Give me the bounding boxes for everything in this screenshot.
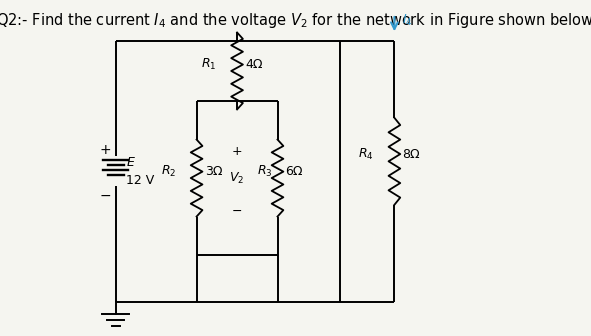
Text: Q2:- Find the current $I_4$ and the voltage $V_2$ for the network in Figure show: Q2:- Find the current $I_4$ and the volt…: [0, 11, 591, 30]
Text: 8Ω: 8Ω: [402, 148, 420, 161]
Text: $R_4$: $R_4$: [359, 147, 374, 162]
Text: $R_3$: $R_3$: [258, 164, 273, 179]
Text: $I_4$: $I_4$: [402, 13, 413, 28]
Text: −: −: [100, 188, 112, 202]
Text: 3Ω: 3Ω: [204, 165, 222, 178]
Text: −: −: [232, 205, 242, 218]
Text: +: +: [232, 145, 242, 158]
Text: $V_2$: $V_2$: [229, 170, 245, 185]
Text: $R_2$: $R_2$: [161, 164, 176, 179]
Text: +: +: [100, 142, 112, 157]
Text: 6Ω: 6Ω: [285, 165, 303, 178]
Text: 4Ω: 4Ω: [245, 58, 262, 71]
Text: $E$: $E$: [125, 157, 135, 169]
Text: $R_1$: $R_1$: [202, 57, 217, 72]
Text: 12 V: 12 V: [125, 174, 154, 187]
